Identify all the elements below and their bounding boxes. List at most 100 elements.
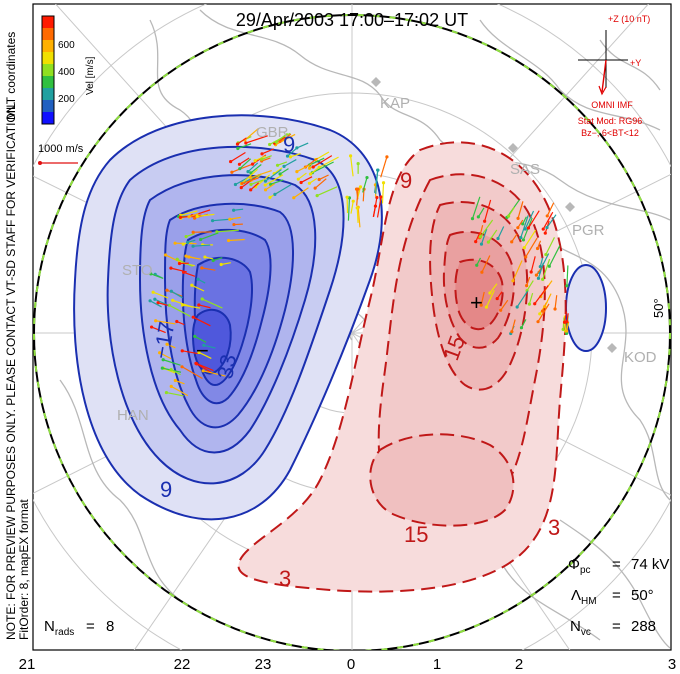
colorbar-tick-600: 600 [58, 40, 75, 51]
velocity-vector-origin [180, 365, 184, 369]
velocity-vector-origin [200, 266, 204, 270]
velocity-vector-origin [527, 302, 532, 306]
velocity-vector-origin [232, 222, 236, 227]
velocity-vector-origin [164, 390, 169, 395]
velocity-vector-origin [232, 208, 236, 212]
velocity-vector [191, 284, 205, 292]
velocity-vector-origin [263, 179, 268, 183]
velocity-vector-origin [219, 262, 223, 267]
velocity-vector [264, 174, 284, 186]
velocity-vector-origin [545, 214, 549, 218]
velocity-vector [221, 262, 231, 266]
velocity-vector [201, 298, 223, 309]
velocity-vector-origin [203, 255, 207, 259]
velocity-vector-origin [313, 186, 317, 190]
velocity-vector-origin [529, 270, 533, 274]
velocity-vector [188, 213, 199, 218]
velocity-vector-origin [158, 351, 162, 355]
velocity-vector-origin [260, 157, 264, 161]
velocity-vector-origin [156, 301, 160, 305]
velocity-vector [347, 197, 351, 221]
velocity-vector-origin [171, 298, 175, 302]
velocity-vector [250, 179, 264, 185]
velocity-vector-origin [239, 185, 243, 190]
velocity-vector [300, 176, 313, 183]
velocity-vector-origin [521, 238, 526, 242]
velocity-vector [182, 304, 201, 309]
velocity-vector-origin [187, 215, 191, 219]
mlt-label-22: 22 [174, 656, 191, 673]
velocity-vector-origin [345, 195, 349, 199]
velocity-vector [194, 335, 207, 343]
contour-label-neg-bottom: 9 [160, 477, 172, 502]
velocity-vector-origin [282, 164, 286, 168]
velocity-vector [279, 133, 292, 142]
velocity-vector [192, 316, 211, 327]
velocity-vector-origin [474, 240, 478, 244]
velocity-vector [250, 169, 272, 179]
velocity-vector-origin [536, 276, 541, 280]
velocity-vector [524, 210, 535, 230]
imf-z-label: +Z (10 nT) [608, 14, 650, 24]
velocity-vector-origin [488, 291, 492, 295]
velocity-vector-origin [167, 303, 171, 307]
mlt-label-3: 3 [668, 656, 676, 673]
velocity-vector [487, 229, 498, 243]
velocity-vector-origin [358, 185, 363, 189]
velocity-vector-origin [526, 226, 531, 230]
velocity-vector-origin [317, 165, 321, 169]
velocity-vector [526, 280, 534, 291]
velocity-vector-origin [149, 325, 154, 329]
velocity-vector-origin [479, 242, 484, 246]
velocity-vector-origin [151, 290, 155, 294]
velocity-vector-origin [246, 170, 250, 174]
velocity-colorbar: 600 400 200 Vel [m/s] [41, 15, 96, 125]
colorbar-segment [42, 64, 54, 77]
latitude-label: 50° [651, 298, 666, 318]
velocity-vector-origin [470, 217, 475, 221]
imf-clock: +Z (10 nT) +Y OMNI IMF Stat Mod: RG96 Bz… [578, 14, 651, 138]
velocity-vector [196, 363, 212, 374]
contour-label-pos-top: 9 [400, 168, 412, 193]
velocity-vector-origin [182, 270, 186, 274]
velocity-vector [480, 219, 494, 238]
velocity-vector-origin [562, 320, 567, 324]
velocity-vector [471, 196, 481, 219]
velocity-vector [198, 351, 212, 359]
mlt-label-0: 0 [347, 656, 355, 673]
radar-label-kap: KAP [380, 95, 410, 112]
velocity-vector [477, 207, 485, 218]
velocity-vector-origin [173, 378, 177, 383]
contour-label-neg-mid: 33 [212, 352, 241, 380]
velocity-vector-origin [522, 246, 526, 250]
velocity-vector [250, 164, 262, 174]
velocity-vector [279, 168, 289, 175]
stat-model-label: Stat Mod: RG96 [578, 116, 643, 126]
velocity-vector-origin [160, 366, 164, 370]
velocity-vector [296, 142, 309, 149]
velocity-vector [155, 320, 176, 325]
velocity-vector-origin [165, 288, 169, 292]
radar-label-pgr: PGR [572, 222, 605, 239]
velocity-vector-origin [544, 252, 548, 257]
velocity-vector [230, 152, 246, 163]
velocity-vector [542, 258, 551, 280]
negative-contour-labels: 9 33 9 −17 [148, 132, 295, 502]
velocity-vector-origin [533, 302, 537, 306]
velocity-vector-origin [510, 240, 514, 244]
velocity-vector-origin [175, 319, 179, 324]
velocity-vector-origin [385, 155, 389, 159]
velocity-vector [554, 295, 558, 310]
velocity-vector-origin [486, 240, 490, 244]
velocity-vector-origin [519, 236, 523, 240]
colorbar-segment [42, 16, 54, 29]
potential-maximum-marker: + [470, 290, 483, 315]
mlt-label-23: 23 [255, 656, 272, 673]
velocity-vector-origin [184, 254, 188, 258]
velocity-vector [169, 304, 191, 317]
velocity-vector-origin [202, 343, 206, 347]
velocity-vector [517, 201, 524, 219]
velocity-vector-origin [536, 320, 540, 324]
velocity-vector [163, 359, 181, 366]
velocity-vector [318, 156, 339, 168]
